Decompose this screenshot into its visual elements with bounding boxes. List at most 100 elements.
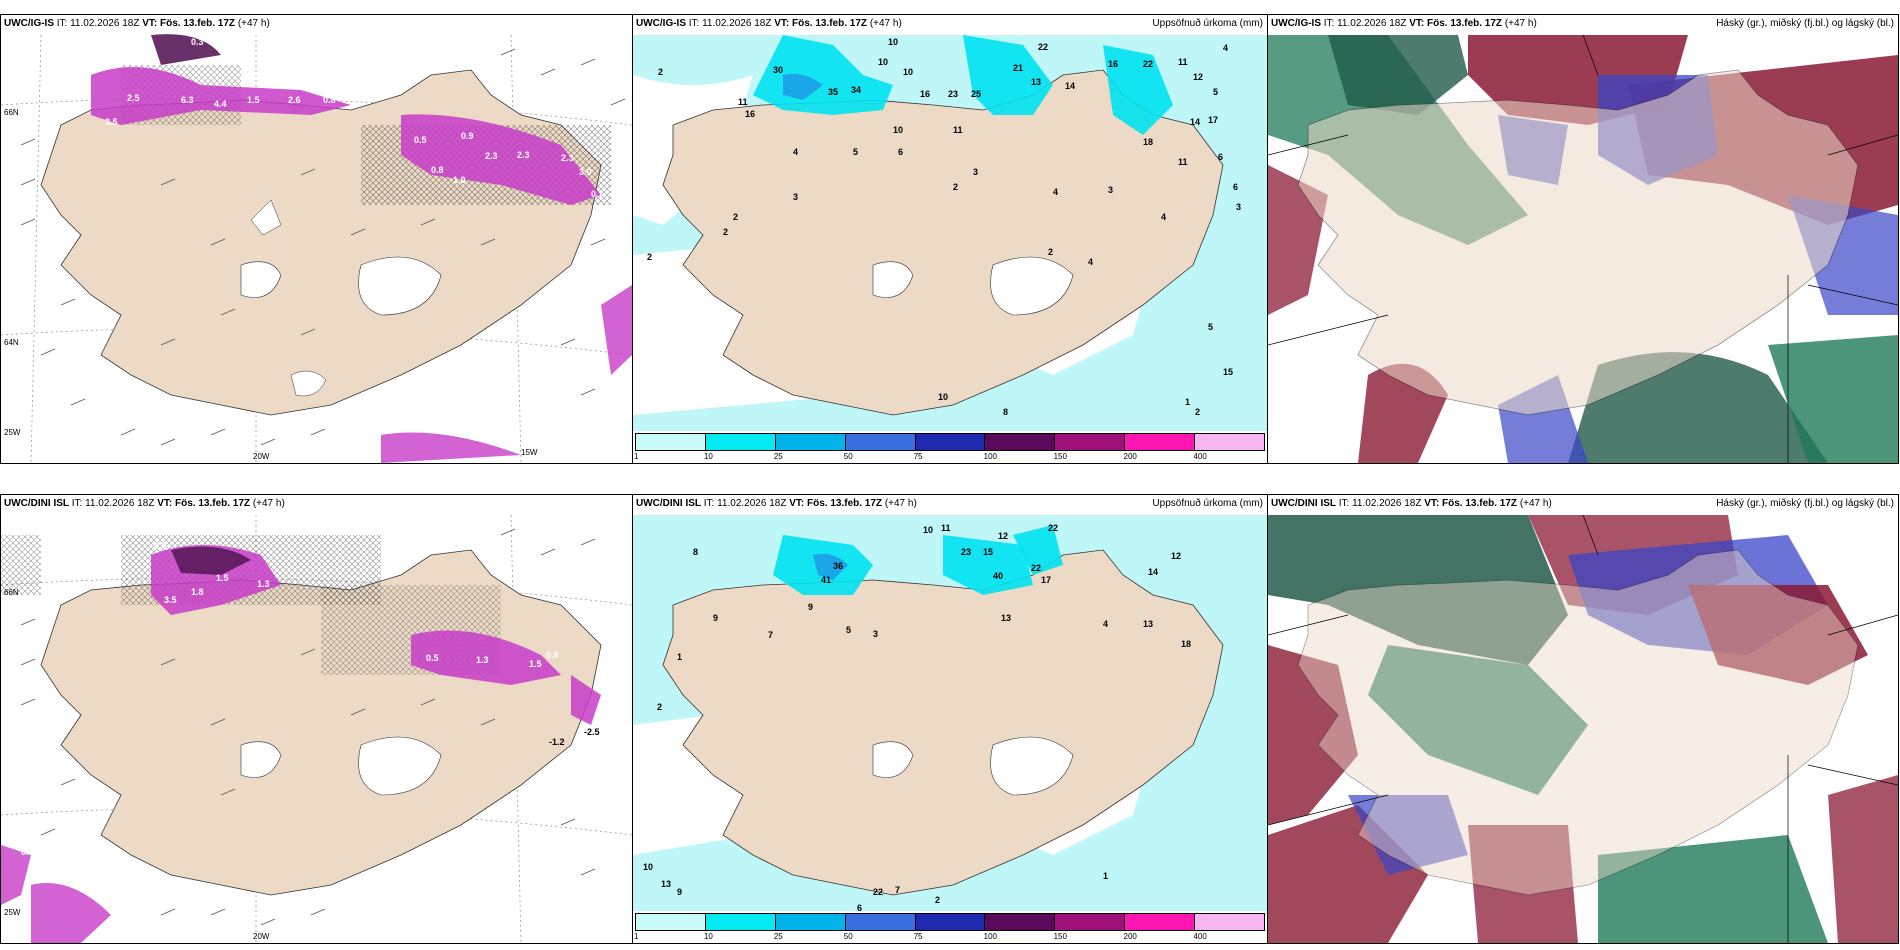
svg-text:25: 25 [971, 89, 981, 99]
colorbar-segment [775, 434, 846, 450]
colorbar-ticks: 1 10 25 50 75 100 150 200 400 [634, 932, 1265, 942]
init-time: IT: 11.02.2026 18Z [56, 18, 140, 29]
svg-text:35: 35 [828, 87, 838, 97]
svg-text:10: 10 [643, 862, 653, 872]
svg-text:16: 16 [745, 109, 755, 119]
precip-colorbar [635, 433, 1265, 451]
colorbar-segment [985, 914, 1056, 930]
valid-time: Fös. 13.feb. 17Z [792, 18, 868, 29]
svg-text:16: 16 [1108, 59, 1118, 69]
svg-text:20W: 20W [253, 452, 270, 461]
svg-text:3: 3 [1108, 185, 1113, 195]
svg-text:15: 15 [983, 547, 993, 557]
svg-text:1.5: 1.5 [216, 573, 229, 583]
svg-text:0.7: 0.7 [591, 189, 604, 199]
init-time: IT: 11.02.2026 18Z [1323, 18, 1407, 29]
svg-text:0.5: 0.5 [154, 541, 167, 551]
svg-text:3: 3 [1236, 202, 1241, 212]
colorbar-ticks: 1 10 25 50 75 100 150 200 400 [634, 452, 1265, 462]
valid-time: Fös. 13.feb. 17Z [1427, 18, 1503, 29]
colorbar-segment [705, 434, 776, 450]
valid-time-label: VT: [142, 18, 158, 29]
svg-text:0.3: 0.3 [191, 37, 204, 47]
colorbar-tick: 50 [843, 932, 853, 941]
svg-text:1.5: 1.5 [529, 659, 542, 669]
colorbar-tick: 75 [913, 452, 923, 461]
lead-time: (+47 h) [884, 498, 917, 509]
svg-text:4: 4 [1103, 619, 1108, 629]
svg-text:2.5: 2.5 [127, 93, 140, 103]
svg-text:14: 14 [1148, 567, 1158, 577]
svg-text:4: 4 [1088, 257, 1093, 267]
panel-header: UWC/IG-IS IT: 11.02.2026 18Z VT: Fös. 13… [4, 18, 270, 29]
model-name: UWC/DINI ISL [1271, 498, 1336, 509]
lead-time: (+47 h) [237, 18, 270, 29]
svg-text:22: 22 [1038, 42, 1048, 52]
svg-text:0.8: 0.8 [323, 95, 336, 105]
svg-text:1: 1 [1103, 871, 1108, 881]
valid-time-label: VT: [1424, 498, 1440, 509]
svg-text:40: 40 [993, 571, 1003, 581]
svg-text:22: 22 [1143, 59, 1153, 69]
colorbar-tick: 25 [773, 452, 783, 461]
svg-text:6: 6 [1233, 182, 1238, 192]
colorbar-tick: 1 [634, 932, 639, 941]
valid-time-label: VT: [1409, 18, 1425, 29]
valid-time-label: VT: [157, 498, 173, 509]
colorbar-segment [1125, 434, 1196, 450]
panel-header: UWC/IG-IS IT: 11.02.2026 18Z VT: Fös. 13… [636, 18, 902, 29]
wind-map-svg: 0.5 1.5 3.5 1.8 1.3 0.5 1.3 1.5 0.9 0.8 … [1, 514, 632, 943]
svg-text:20W: 20W [253, 932, 270, 941]
lead-time: (+47 h) [252, 498, 285, 509]
svg-text:15: 15 [1223, 367, 1233, 377]
svg-text:13: 13 [1143, 619, 1153, 629]
cloud-title: Háský (gr.), miðský (fj.bl.) og lágský (… [1716, 498, 1894, 509]
model-name: UWC/DINI ISL [636, 498, 701, 509]
svg-text:2: 2 [935, 895, 940, 905]
map-panel-wind-ig-is: UWC/IG-IS IT: 11.02.2026 18Z VT: Fös. 13… [0, 14, 633, 464]
colorbar-tick: 400 [1193, 932, 1207, 941]
svg-text:0.5: 0.5 [414, 135, 427, 145]
colorbar-tick: 50 [843, 452, 853, 461]
colorbar-tick: 10 [703, 932, 713, 941]
colorbar-segment [985, 434, 1056, 450]
svg-text:4: 4 [1223, 43, 1228, 53]
valid-time: Fös. 13.feb. 17Z [160, 18, 236, 29]
svg-text:0.5: 0.5 [426, 653, 439, 663]
map-panel-precip-ig-is: 10 10 10 2 11 16 30 35 34 16 23 25 21 13… [632, 14, 1268, 464]
model-name: UWC/DINI ISL [4, 498, 69, 509]
svg-text:16: 16 [920, 89, 930, 99]
model-name: UWC/IG-IS [4, 18, 54, 29]
svg-text:64N: 64N [4, 338, 19, 347]
init-time: IT: 11.02.2026 18Z [1338, 498, 1422, 509]
svg-text:18: 18 [1181, 639, 1191, 649]
svg-text:30: 30 [773, 65, 783, 75]
svg-text:7: 7 [768, 630, 773, 640]
svg-text:0.8: 0.8 [21, 847, 34, 857]
svg-text:3.0: 3.0 [579, 167, 592, 177]
cloud-map-svg [1268, 514, 1898, 943]
svg-text:6.3: 6.3 [181, 95, 194, 105]
svg-text:11: 11 [738, 97, 748, 107]
valid-time: Fös. 13.feb. 17Z [1442, 498, 1518, 509]
svg-text:7: 7 [895, 885, 900, 895]
svg-text:5: 5 [1213, 87, 1218, 97]
svg-text:66N: 66N [4, 108, 19, 117]
svg-text:18: 18 [1143, 137, 1153, 147]
svg-text:10: 10 [923, 525, 933, 535]
svg-text:2: 2 [1195, 407, 1200, 417]
svg-text:12: 12 [998, 531, 1008, 541]
svg-text:4: 4 [1053, 187, 1058, 197]
svg-text:0.9: 0.9 [546, 650, 559, 660]
valid-time-label: VT: [789, 498, 805, 509]
init-time: IT: 11.02.2026 18Z [703, 498, 787, 509]
svg-text:1.5: 1.5 [247, 95, 260, 105]
svg-text:2: 2 [658, 67, 663, 77]
valid-time: Fös. 13.feb. 17Z [175, 498, 251, 509]
svg-text:36: 36 [833, 561, 843, 571]
svg-text:2: 2 [657, 702, 662, 712]
svg-text:5: 5 [853, 147, 858, 157]
svg-text:10: 10 [893, 125, 903, 135]
colorbar-tick: 10 [703, 452, 713, 461]
svg-text:2.3: 2.3 [561, 153, 574, 163]
